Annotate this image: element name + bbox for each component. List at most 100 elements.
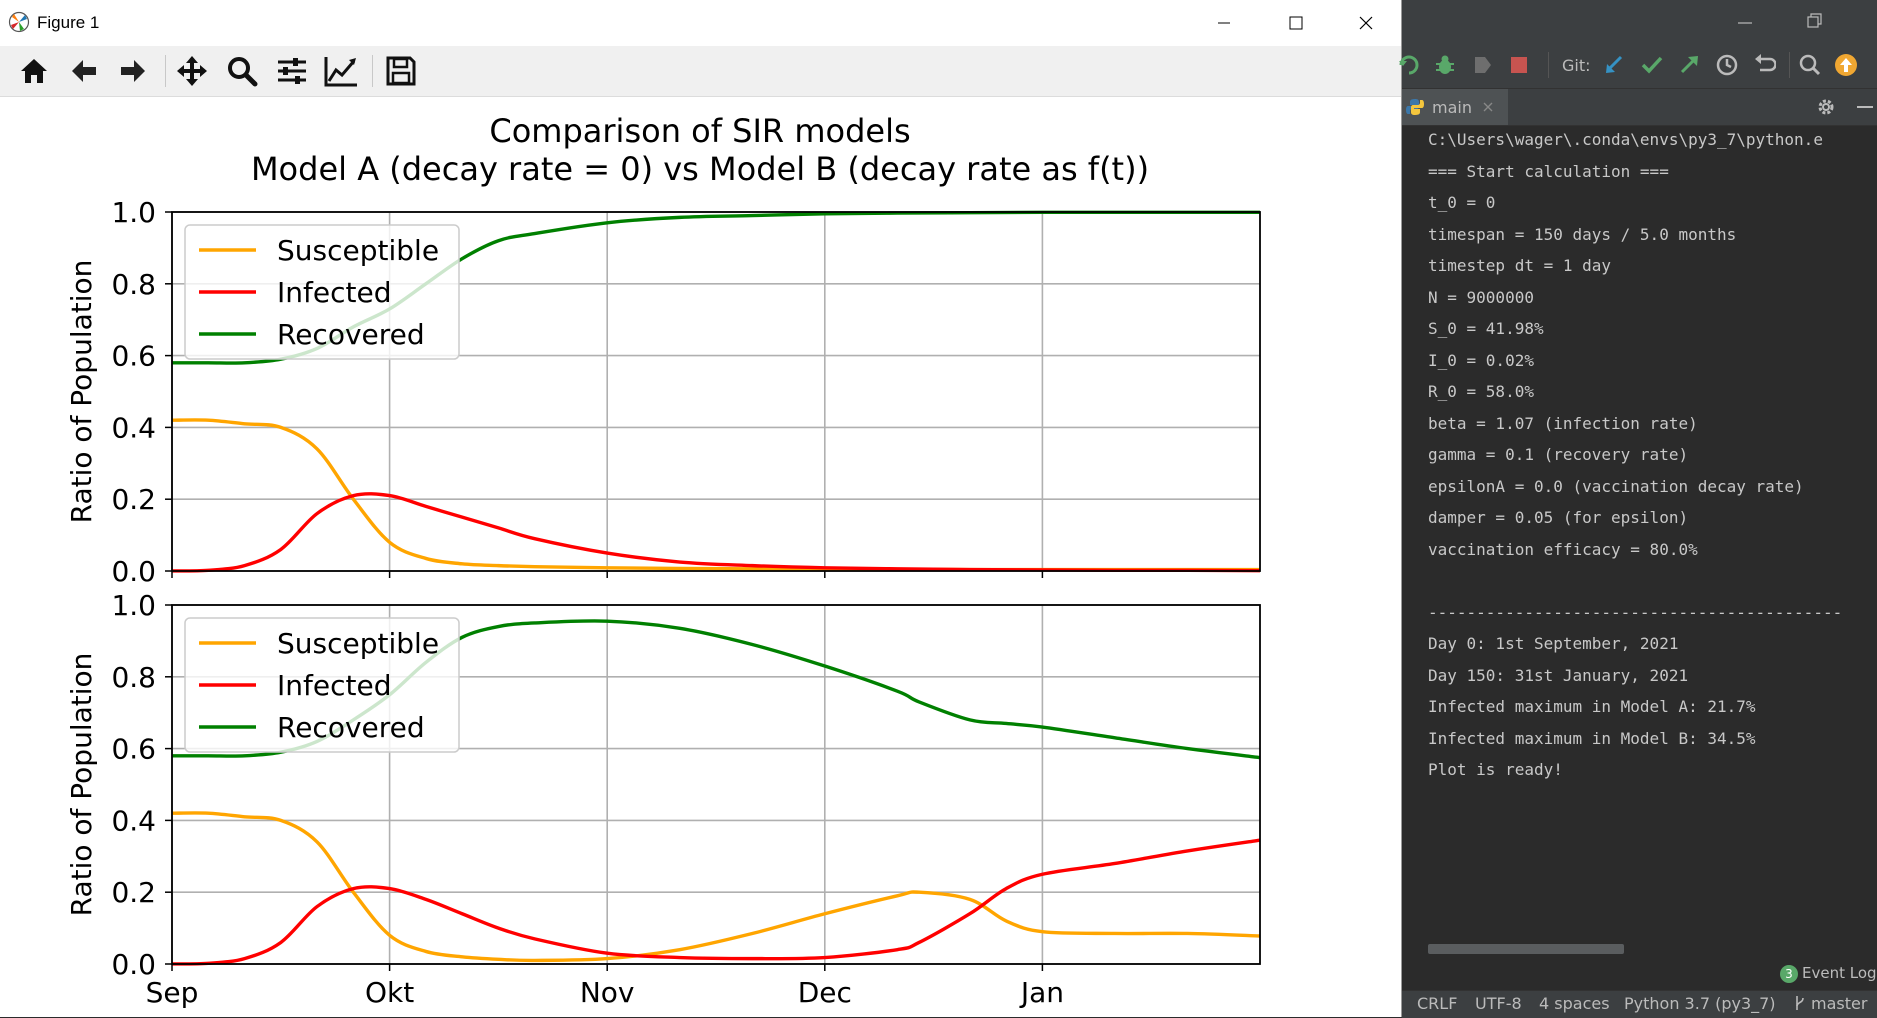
x-tick-label: Nov [580, 976, 635, 1009]
console-line: ----------------------------------------… [1428, 602, 1843, 622]
minimize-icon [1218, 22, 1230, 24]
git-branch-status[interactable]: master [1794, 994, 1867, 1013]
maximize-button[interactable] [1269, 0, 1323, 46]
run-tabbar: main [1402, 89, 1877, 126]
event-log-button[interactable]: 3 Event Log [1780, 964, 1877, 983]
profile-button[interactable] [1470, 52, 1496, 78]
search-icon [1799, 54, 1821, 76]
console-line: C:\Users\wager\.conda\envs\py3_7\python.… [1428, 130, 1823, 149]
console-line: t_0 = 0 [1428, 193, 1496, 212]
axes-edit-button[interactable] [320, 50, 362, 92]
save-icon [386, 56, 416, 86]
pan-button[interactable] [171, 50, 213, 92]
figure-window: Figure 1 [0, 0, 1402, 1017]
ide-panel: Git: main C:\Users\wage [1399, 0, 1877, 1018]
indent-status[interactable]: 4 spaces [1539, 994, 1610, 1013]
x-tick-label: Dec [798, 976, 852, 1009]
console-line: R_0 = 58.0% [1428, 382, 1534, 401]
encoding-status[interactable]: UTF-8 [1475, 994, 1522, 1013]
close-tab-icon[interactable] [1482, 101, 1494, 113]
debug-button[interactable] [1432, 52, 1458, 78]
update-available-icon [1835, 54, 1857, 76]
axes-edit-icon [324, 57, 357, 87]
ide-status-bar: CRLF UTF-8 4 spaces Python 3.7 (py3_7) m… [1402, 990, 1877, 1018]
subplots-button[interactable] [271, 50, 313, 92]
console-line: Infected maximum in Model A: 21.7% [1428, 697, 1756, 716]
event-log-badge: 3 [1780, 965, 1798, 983]
bug-icon [1436, 55, 1454, 74]
undo-icon [1755, 54, 1776, 72]
console-line: epsilonA = 0.0 (vaccination decay rate) [1428, 476, 1804, 496]
save-button[interactable] [380, 50, 422, 92]
y-tick-label: 1.0 [111, 196, 156, 229]
plot-toolbar [0, 46, 1401, 97]
figure-title-line2: Model A (decay rate = 0) vs Model B (dec… [251, 150, 1149, 188]
console-line: S_0 = 41.98% [1428, 319, 1544, 338]
close-icon [1359, 16, 1373, 30]
hide-panel-icon[interactable] [1857, 105, 1873, 109]
git-push-arrow-icon [1680, 56, 1698, 74]
git-commit-button[interactable] [1639, 52, 1665, 78]
minimize-icon[interactable] [1736, 14, 1754, 32]
subplot-model-a: 0.0 0.2 0.4 0.6 0.8 1.0 Ratio of Population Sus… [65, 196, 1261, 588]
git-update-button[interactable] [1602, 52, 1628, 78]
restore-icon[interactable] [1806, 12, 1824, 30]
checkmark-icon [1641, 56, 1663, 74]
git-rollback-button[interactable] [1751, 52, 1777, 78]
console-line: timestep dt = 1 day [1428, 256, 1612, 275]
home-button[interactable] [13, 50, 55, 92]
y-tick-label: 0.0 [111, 948, 156, 981]
subplot-model-b: 0.0 0.2 0.4 0.6 0.8 1.0 Sep Okt Nov Dec Jan Ratio o… [65, 589, 1261, 1009]
series-line-infected [171, 492, 1261, 573]
run-tab-label: main [1432, 97, 1472, 117]
legend-box [184, 617, 460, 753]
legend-box [184, 224, 460, 360]
update-button[interactable] [1833, 52, 1859, 78]
event-log-label: Event Log [1802, 964, 1877, 982]
y-tick-label: 0.6 [111, 733, 156, 766]
y-tick-label: 0.6 [111, 340, 156, 373]
zoom-button[interactable] [221, 50, 263, 92]
console-horizontal-scrollbar[interactable] [1428, 944, 1624, 954]
git-update-arrow-icon [1606, 55, 1623, 73]
console-line: Infected maximum in Model B: 34.5% [1428, 728, 1756, 748]
forward-button[interactable] [112, 50, 154, 92]
y-tick-label: 0.4 [111, 804, 156, 837]
home-icon [21, 59, 47, 83]
rerun-button[interactable] [1396, 52, 1422, 78]
search-button[interactable] [1797, 52, 1823, 78]
console-line: Day 0: 1st September, 2021 [1428, 634, 1679, 653]
run-console-output[interactable]: C:\Users\wager\.conda\envs\py3_7\python.… [1428, 130, 1877, 950]
legend: Susceptible Infected Recovered [184, 224, 460, 360]
console-line: N = 9000000 [1428, 287, 1534, 307]
legend-label: Recovered [277, 711, 425, 744]
console-line: === Start calculation === [1428, 161, 1669, 181]
close-button[interactable] [1339, 0, 1393, 46]
legend: Susceptible Infected Recovered [184, 617, 460, 753]
clock-icon [1716, 54, 1738, 76]
minimize-button[interactable] [1197, 0, 1251, 46]
stop-button[interactable] [1506, 52, 1532, 78]
subplots-icon [278, 58, 306, 84]
git-history-button[interactable] [1714, 52, 1740, 78]
git-push-button[interactable] [1676, 52, 1702, 78]
line-separator-status[interactable]: CRLF [1417, 994, 1458, 1013]
interpreter-status[interactable]: Python 3.7 (py3_7) [1624, 994, 1776, 1013]
x-tick-label: Okt [365, 976, 414, 1009]
legend-label: Infected [277, 276, 391, 309]
stop-icon [1511, 57, 1527, 73]
series-line-susceptible [171, 811, 1261, 963]
legend-label: Susceptible [277, 627, 439, 660]
x-tick-label: Sep [146, 976, 199, 1009]
forward-arrow-icon [121, 60, 145, 82]
back-button[interactable] [63, 50, 105, 92]
matplotlib-icon [8, 11, 30, 33]
figure-canvas[interactable]: Comparison of SIR models Model A (decay … [0, 97, 1401, 1017]
git-label: Git: [1562, 56, 1591, 75]
run-tab-main[interactable]: main [1402, 89, 1508, 125]
window-title: Figure 1 [37, 13, 100, 32]
toolbar-separator [372, 55, 373, 87]
y-tick-label: 0.0 [111, 555, 156, 588]
gear-icon[interactable] [1816, 97, 1836, 117]
toolbar-separator [1548, 52, 1549, 78]
